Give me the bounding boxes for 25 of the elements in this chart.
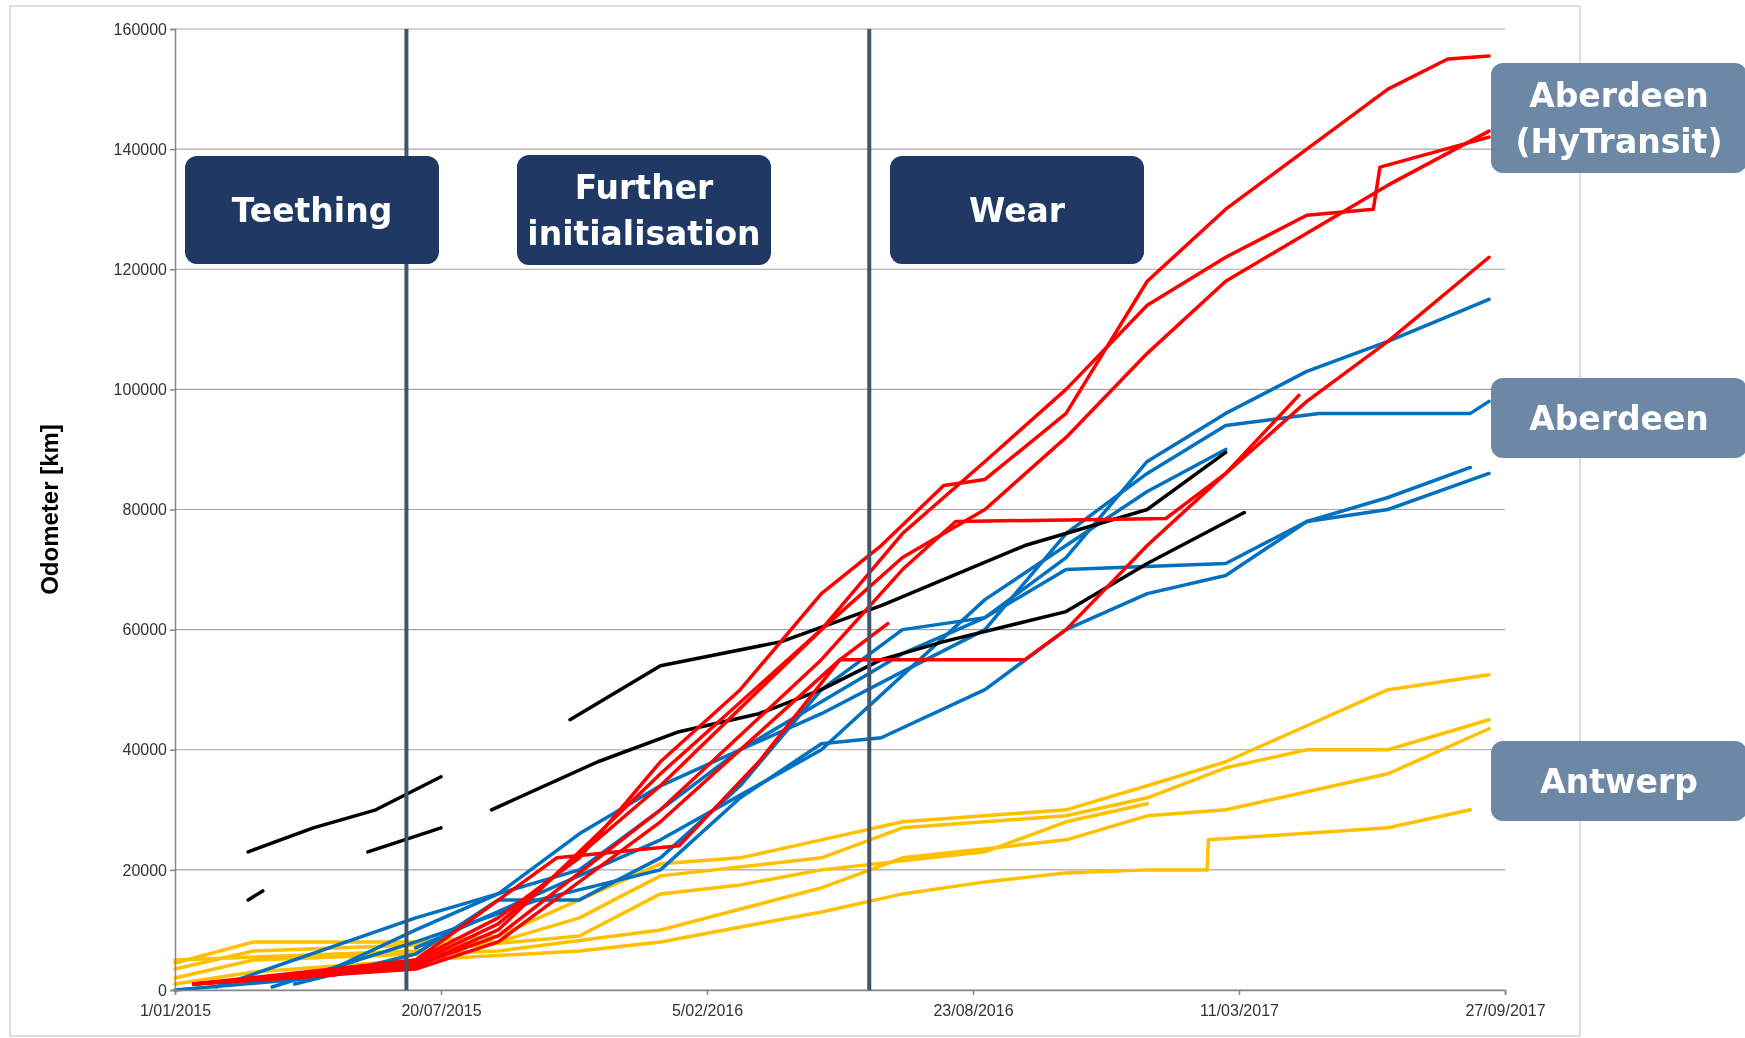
annotation: Teething [231, 191, 393, 230]
y-tick-label: 80000 [122, 501, 168, 519]
y-tick-label: 60000 [122, 621, 168, 639]
x-tick-label: 5/02/2016 [671, 1001, 744, 1019]
y-tick-label: 140000 [113, 140, 168, 158]
label-box: Aberdeen [1491, 378, 1745, 458]
annotation: Wear [968, 191, 1066, 230]
y-tick-label: 120000 [113, 260, 168, 278]
annotation: Further initialisation [527, 168, 761, 253]
label-box: Teething [185, 156, 439, 264]
y-tick-label: 0 [158, 981, 168, 999]
label-box: Wear [890, 156, 1144, 264]
label-box: Further initialisation [517, 155, 771, 265]
y-tick-label: 160000 [113, 20, 168, 38]
x-tick-label: 23/08/2016 [933, 1001, 1014, 1019]
x-tick-label: 27/09/2017 [1465, 1001, 1546, 1019]
x-tick-label: 1/01/2015 [139, 1001, 212, 1019]
y-tick-label: 20000 [122, 861, 168, 879]
y-tick-label: 100000 [113, 380, 168, 398]
label-box: Aberdeen (HyTransit) [1491, 63, 1745, 173]
x-tick-label: 11/03/2017 [1200, 1001, 1280, 1019]
y-tick-label: 40000 [122, 741, 168, 759]
x-tick-label: 20/07/2015 [401, 1001, 482, 1019]
y-axis-title: Odometer [km] [36, 424, 63, 595]
label-box: Antwerp [1491, 741, 1745, 821]
